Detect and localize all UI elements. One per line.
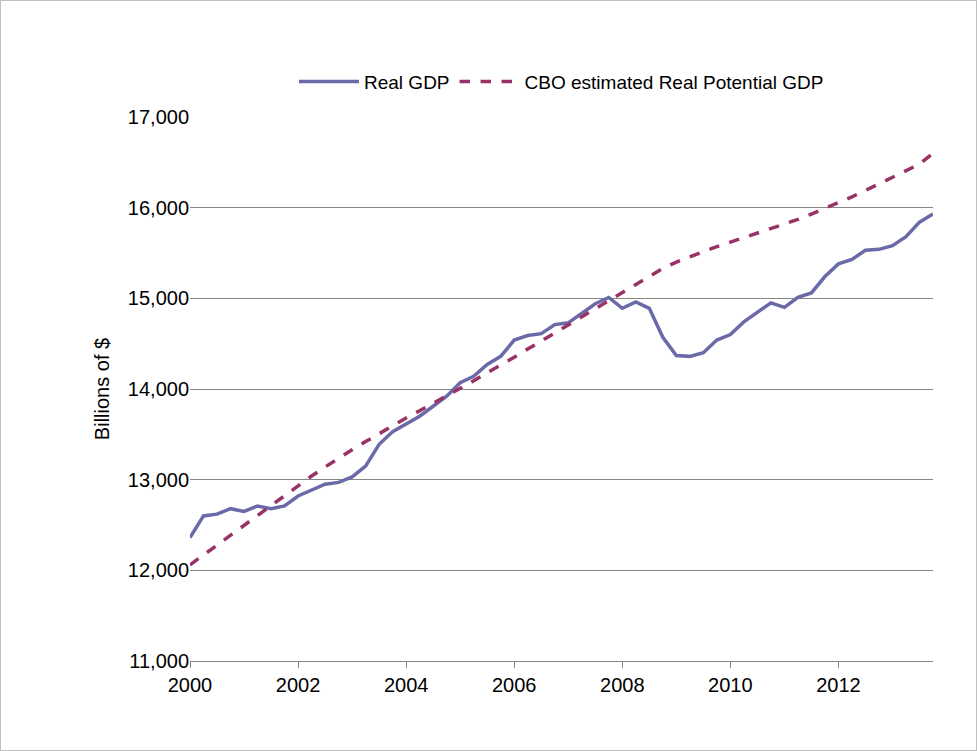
svg-text:17,000: 17,000 — [128, 106, 189, 128]
svg-text:15,000: 15,000 — [128, 287, 189, 309]
svg-text:16,000: 16,000 — [128, 197, 189, 219]
svg-text:14,000: 14,000 — [128, 378, 189, 400]
svg-text:2002: 2002 — [276, 674, 321, 696]
svg-text:13,000: 13,000 — [128, 469, 189, 491]
svg-text:CBO estimated Real Potential G: CBO estimated Real Potential GDP — [525, 72, 824, 93]
svg-text:11,000: 11,000 — [129, 650, 189, 672]
svg-text:2008: 2008 — [600, 674, 645, 696]
svg-text:2006: 2006 — [492, 674, 537, 696]
svg-text:12,000: 12,000 — [128, 559, 189, 581]
svg-text:Real GDP: Real GDP — [364, 72, 450, 93]
svg-text:2004: 2004 — [384, 674, 429, 696]
svg-text:2000: 2000 — [168, 674, 213, 696]
svg-text:Billions of $: Billions of $ — [91, 338, 113, 440]
svg-text:2012: 2012 — [816, 674, 861, 696]
svg-text:2010: 2010 — [708, 674, 753, 696]
